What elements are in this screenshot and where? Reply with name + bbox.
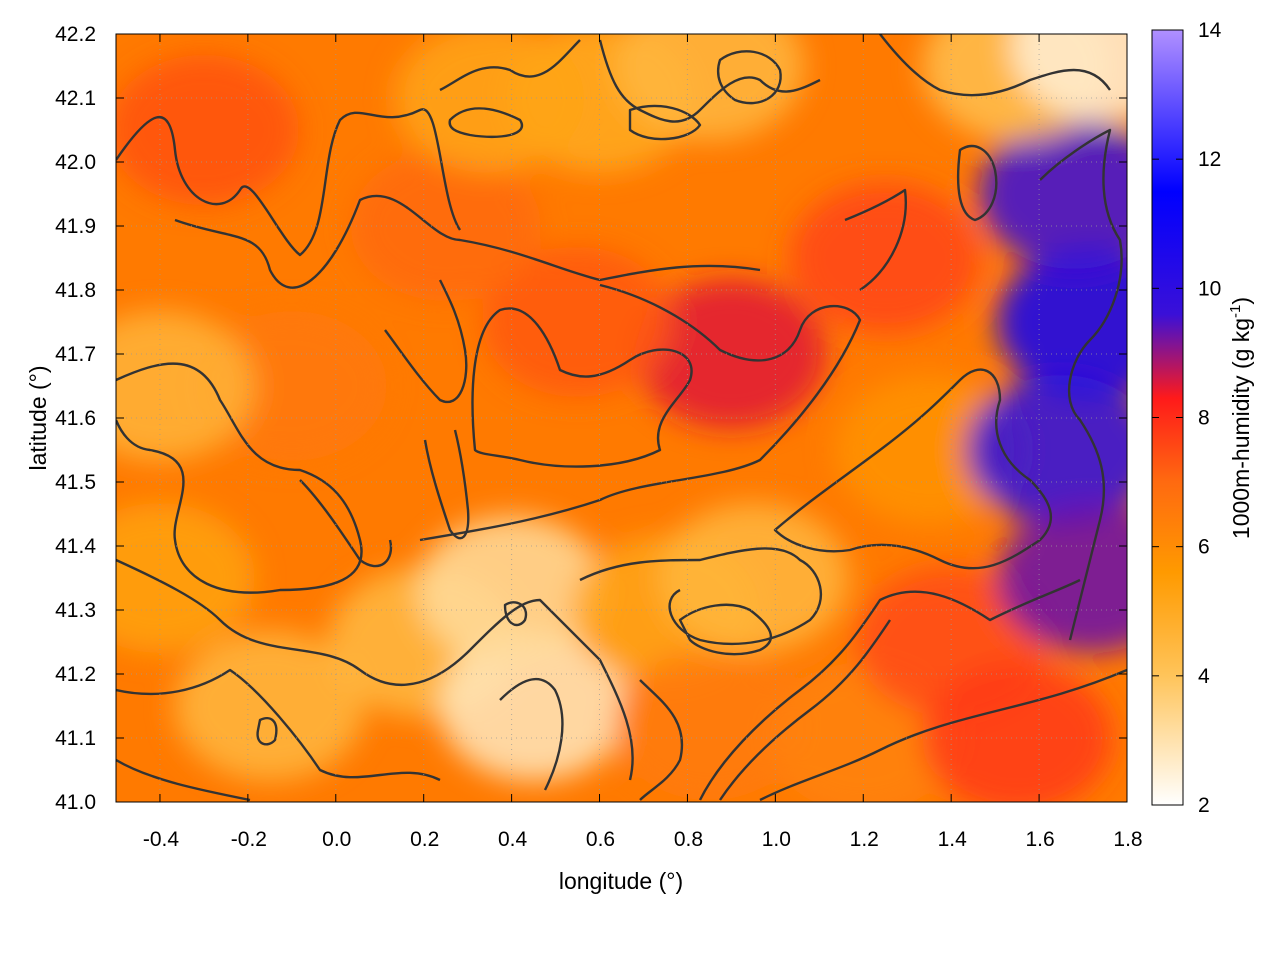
x-tick-label: 1.4	[938, 828, 968, 851]
contour-line	[384, 279, 468, 404]
colorbar-title: 1000m-humidity (g kg-1)	[1227, 297, 1254, 539]
colorbar-tick-label: 8	[1198, 407, 1210, 430]
contour-line	[639, 679, 683, 801]
colorbar: 2 4 6 8 10 12 14 1000m-humidity (g kg-1)	[1151, 19, 1254, 817]
x-tick-label: 1.6	[1025, 828, 1054, 851]
contour-line	[719, 619, 891, 801]
grid-lines	[116, 34, 1127, 802]
colorbar-tick-label: 2	[1198, 794, 1210, 817]
contour-line	[879, 34, 1111, 97]
contour-line	[957, 144, 998, 222]
contour-line	[116, 362, 363, 594]
heat-blob	[416, 515, 607, 666]
contour-line	[116, 108, 462, 257]
contour-line	[116, 668, 441, 782]
colorbar-title-sup: -1	[1227, 305, 1244, 318]
y-axis-title: latitude (°)	[25, 365, 51, 470]
contour-line	[1039, 128, 1123, 641]
contour-line	[116, 558, 634, 781]
x-tick-label: 1.0	[762, 828, 791, 851]
x-tick-label: 1.2	[850, 828, 879, 851]
x-axis: -0.4 -0.2 0.0 0.2 0.4 0.6 0.8 1.0 1.2 1.4 1.6 1.8	[143, 34, 1143, 851]
x-tick-label: 0.8	[674, 828, 703, 851]
y-tick-label: 41.1	[55, 727, 96, 750]
contour-line	[448, 107, 524, 139]
heat-blob	[394, 34, 585, 173]
heat-blob	[614, 650, 805, 801]
x-tick-label: -0.4	[143, 828, 180, 851]
contour-line	[579, 547, 823, 646]
contour-line	[628, 104, 702, 141]
contour-line	[844, 188, 907, 291]
contour-line	[716, 50, 782, 105]
colorbar-tick-label: 4	[1198, 665, 1210, 688]
humidity-contours	[116, 34, 1127, 802]
heat-blob	[116, 503, 255, 653]
contour-line	[698, 578, 1081, 801]
y-tick-label: 42.2	[55, 23, 96, 46]
y-tick-label: 41.6	[55, 407, 96, 430]
heat-blob	[658, 503, 849, 653]
contour-line	[499, 678, 564, 791]
contour-line	[678, 603, 772, 656]
y-tick-label: 41.5	[55, 471, 96, 494]
contour-line	[174, 194, 761, 289]
y-tick-label: 41.8	[55, 279, 96, 302]
colorbar-tick-label: 6	[1198, 536, 1210, 559]
contour-line	[503, 601, 528, 627]
heat-blob	[834, 375, 1025, 525]
heat-blob	[790, 183, 981, 333]
heat-blob	[614, 34, 805, 141]
heat-blob	[438, 631, 629, 781]
contour-line	[419, 283, 862, 542]
heat-blob	[350, 151, 541, 301]
y-tick-label: 41.3	[55, 599, 96, 622]
heat-blob	[979, 119, 1127, 269]
y-tick-label: 41.2	[55, 663, 96, 686]
heat-blob	[196, 311, 387, 461]
colorbar-title-end: )	[1228, 297, 1254, 305]
contour-line	[299, 479, 393, 568]
y-tick-label: 41.7	[55, 343, 96, 366]
contour-line	[256, 717, 278, 746]
colorbar-tick-label: 12	[1198, 148, 1221, 171]
heat-blob	[116, 55, 299, 205]
y-tick-label: 41.4	[55, 535, 96, 558]
x-tick-label: 0.6	[586, 828, 615, 851]
contour-line	[116, 758, 251, 802]
x-tick-label: 0.2	[410, 828, 439, 851]
x-axis-title: longitude (°)	[559, 868, 683, 894]
colorbar-tick-label: 10	[1198, 277, 1221, 300]
y-tick-label: 41.0	[55, 791, 96, 814]
heat-blob	[482, 247, 673, 397]
contour-line	[759, 668, 1127, 802]
colorbar-tick-label: 14	[1198, 19, 1222, 42]
x-tick-label: -0.2	[231, 828, 267, 851]
y-tick-label: 41.9	[55, 215, 96, 238]
x-tick-label: 0.0	[322, 828, 351, 851]
heat-blob	[922, 663, 1113, 802]
y-tick-label: 42.0	[55, 151, 96, 174]
colorbar-title-main: 1000m-humidity (g kg	[1228, 318, 1254, 539]
x-tick-label: 1.8	[1113, 828, 1142, 851]
heat-blob	[996, 247, 1127, 397]
x-tick-label: 0.4	[498, 828, 528, 851]
y-axis: 41.0 41.1 41.2 41.3 41.4 41.5 41.6 41.7 41.8 41.9…	[55, 23, 1127, 814]
colorbar-ticks: 2 4 6 8 10 12 14	[1152, 19, 1222, 817]
contour-line	[423, 429, 470, 540]
contour-line	[773, 368, 1052, 570]
contour-line	[471, 307, 693, 468]
y-tick-label: 42.1	[55, 87, 96, 110]
heat-blob	[966, 375, 1127, 525]
heat-blob	[116, 311, 255, 461]
